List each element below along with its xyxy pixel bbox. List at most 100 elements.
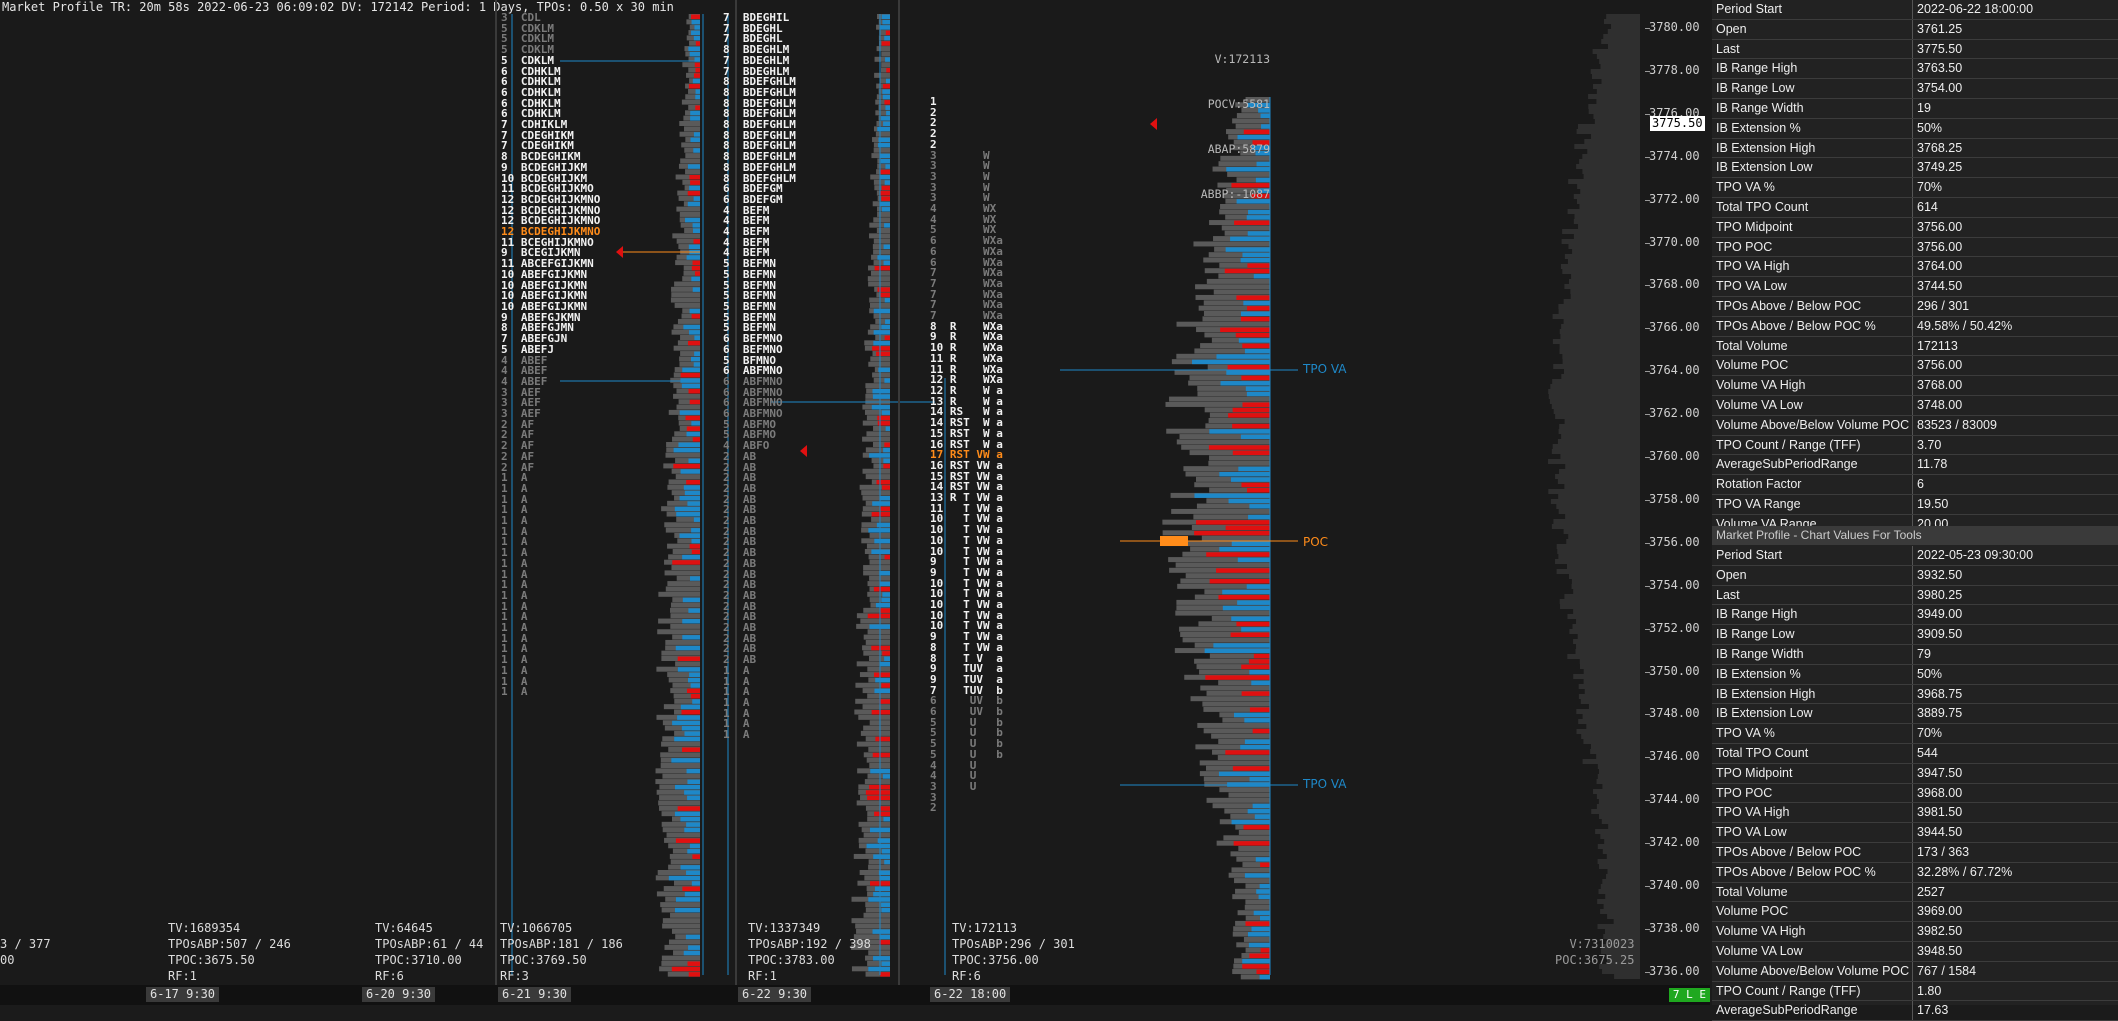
composite-volume-bar	[1568, 574, 1640, 579]
tpo-volume-bar	[689, 40, 700, 46]
price-tick-mark	[1645, 886, 1650, 887]
delta-volume-bar	[1246, 215, 1270, 220]
tpo-volume-bar	[867, 773, 890, 779]
tpo-volume-bar	[871, 458, 890, 464]
tpo-row: 10 T VW a	[930, 608, 1003, 622]
price-axis[interactable]: 3780.00 3778.00 3776.00 3774.00 3772.00 3770.…	[1645, 0, 1705, 985]
delta-volume-bar	[872, 346, 890, 351]
values-value: 3969.00	[1917, 904, 1963, 919]
tpo-volume-bar	[675, 260, 700, 266]
values-value: 3889.75	[1917, 706, 1963, 721]
values-key: Volume POC	[1712, 356, 1913, 376]
tpo-row: 1 A	[501, 653, 528, 667]
delta-volume-bar	[691, 356, 700, 362]
delta-volume-bar	[686, 479, 700, 485]
time-label: 6-22 18:00	[930, 987, 1011, 1002]
values-value: 83523 / 83009	[1917, 417, 1997, 432]
tpo-row: 6 ABFMNO	[723, 364, 783, 378]
delta-volume-bar	[866, 843, 890, 849]
values-key: Total TPO Count	[1712, 743, 1913, 763]
composite-volume-bar	[1571, 274, 1640, 279]
status-indicator[interactable]: 7 L E	[1668, 988, 1710, 1002]
tpo-volume-bar	[680, 158, 700, 164]
tpo-volume-bar	[853, 934, 890, 940]
price-tick: 3736.00	[1649, 963, 1700, 978]
tpo-volume-bar	[665, 586, 700, 592]
composite-volume-bar	[1587, 149, 1640, 154]
tpo-row: 8 BDEFGHLM	[723, 139, 796, 153]
tpo-row: 7 WXa	[930, 266, 1003, 280]
tpo-row: 1 A	[501, 546, 528, 560]
values-value: 3932.50	[1917, 567, 1963, 582]
delta-volume-bar	[680, 704, 700, 710]
composite-volume-bar	[1588, 104, 1640, 109]
values-value: 2022-05-23 09:30:00	[1917, 548, 2034, 562]
tpo-volume-bar	[1175, 610, 1270, 616]
values-value: 3949.00	[1917, 607, 1963, 622]
delta-volume-bar	[881, 597, 890, 603]
values-value: 3944.50	[1917, 825, 1963, 840]
tpo-volume-bar	[1168, 557, 1270, 563]
delta-volume-bar	[877, 838, 890, 843]
values-key: TPOs Above / Below POC	[1712, 296, 1913, 316]
composite-volume-bar	[1558, 554, 1640, 559]
delta-volume-bar	[1258, 894, 1270, 900]
tpo-volume-bar	[1179, 434, 1270, 440]
delta-volume-bar	[674, 811, 700, 817]
tpo-volume-bar	[1217, 755, 1270, 761]
composite-volume-bar	[1579, 159, 1640, 164]
tpo-row: 1 A	[723, 663, 750, 677]
tpo-volume-bar	[674, 698, 700, 704]
delta-volume-bar	[691, 538, 700, 544]
delta-volume-bar	[690, 137, 700, 143]
tpo-row: 9 BCDEGHIJKM	[501, 160, 588, 174]
delta-volume-bar	[1242, 958, 1270, 964]
tpo-volume-bar	[681, 99, 700, 105]
tpo-volume-bar	[866, 543, 890, 549]
values-row: IB Range High 3949.00	[1712, 605, 2118, 626]
values-value: 3981.50	[1917, 805, 1963, 820]
delta-volume-bar	[873, 854, 890, 859]
time-axis[interactable]: 6-17 9:30 6-20 9:30 6-21 9:30 6-22 9:30 …	[0, 985, 1710, 1005]
values-value: 6	[1917, 477, 1924, 492]
delta-volume-bar	[879, 201, 890, 207]
delta-volume-bar	[693, 517, 700, 522]
tpo-volume-bar	[855, 698, 890, 704]
tpo-volume-bar	[1224, 230, 1270, 236]
composite-volume-bar	[1564, 484, 1640, 489]
tpo-volume-bar	[863, 634, 890, 640]
tpo-volume-bar	[679, 361, 700, 367]
tpo-row: 2 AF	[501, 439, 535, 453]
delta-volume-bar	[1232, 423, 1270, 429]
values-value: 3756.00	[1917, 239, 1963, 254]
market-profile-chart[interactable]: Market Profile TR: 20m 58s 2022-06-23 06…	[0, 0, 1710, 985]
tpo-volume-bar	[865, 805, 890, 811]
tpo-volume-bar	[1195, 284, 1270, 290]
tpo-volume-bar	[667, 484, 700, 490]
time-label: 6-21 9:30	[498, 987, 572, 1002]
tpo-volume-bar	[1189, 450, 1270, 456]
tpo-volume-bar	[1201, 535, 1270, 541]
composite-volume-bar	[1570, 294, 1640, 299]
tpo-row: 3 W	[930, 191, 990, 205]
tpo-volume-bar	[1197, 385, 1270, 391]
delta-volume-bar	[1252, 140, 1270, 145]
delta-volume-bar	[695, 41, 700, 46]
tpo-row: 2 AB	[723, 642, 757, 656]
tpo-row: 6 WXa	[930, 244, 1003, 258]
delta-volume-bar	[687, 164, 700, 169]
tpo-volume-bar	[866, 431, 890, 437]
delta-volume-bar	[1216, 354, 1270, 359]
composite-volume-bar	[1576, 619, 1640, 624]
tpo-volume-bar	[688, 88, 700, 94]
tpo-volume-bar	[662, 918, 700, 924]
composite-volume-bar	[1588, 704, 1640, 709]
tpo-row: 6 CDHKLM	[501, 75, 561, 89]
delta-volume-bar	[1253, 653, 1270, 659]
values-value: 173 / 363	[1917, 844, 1970, 859]
delta-volume-bar	[1219, 546, 1270, 552]
tpo-volume-bar	[670, 602, 700, 608]
delta-volume-bar	[868, 897, 890, 902]
tpo-row: 10 T VW a	[930, 587, 1003, 601]
tpo-volume-bar	[865, 447, 890, 453]
